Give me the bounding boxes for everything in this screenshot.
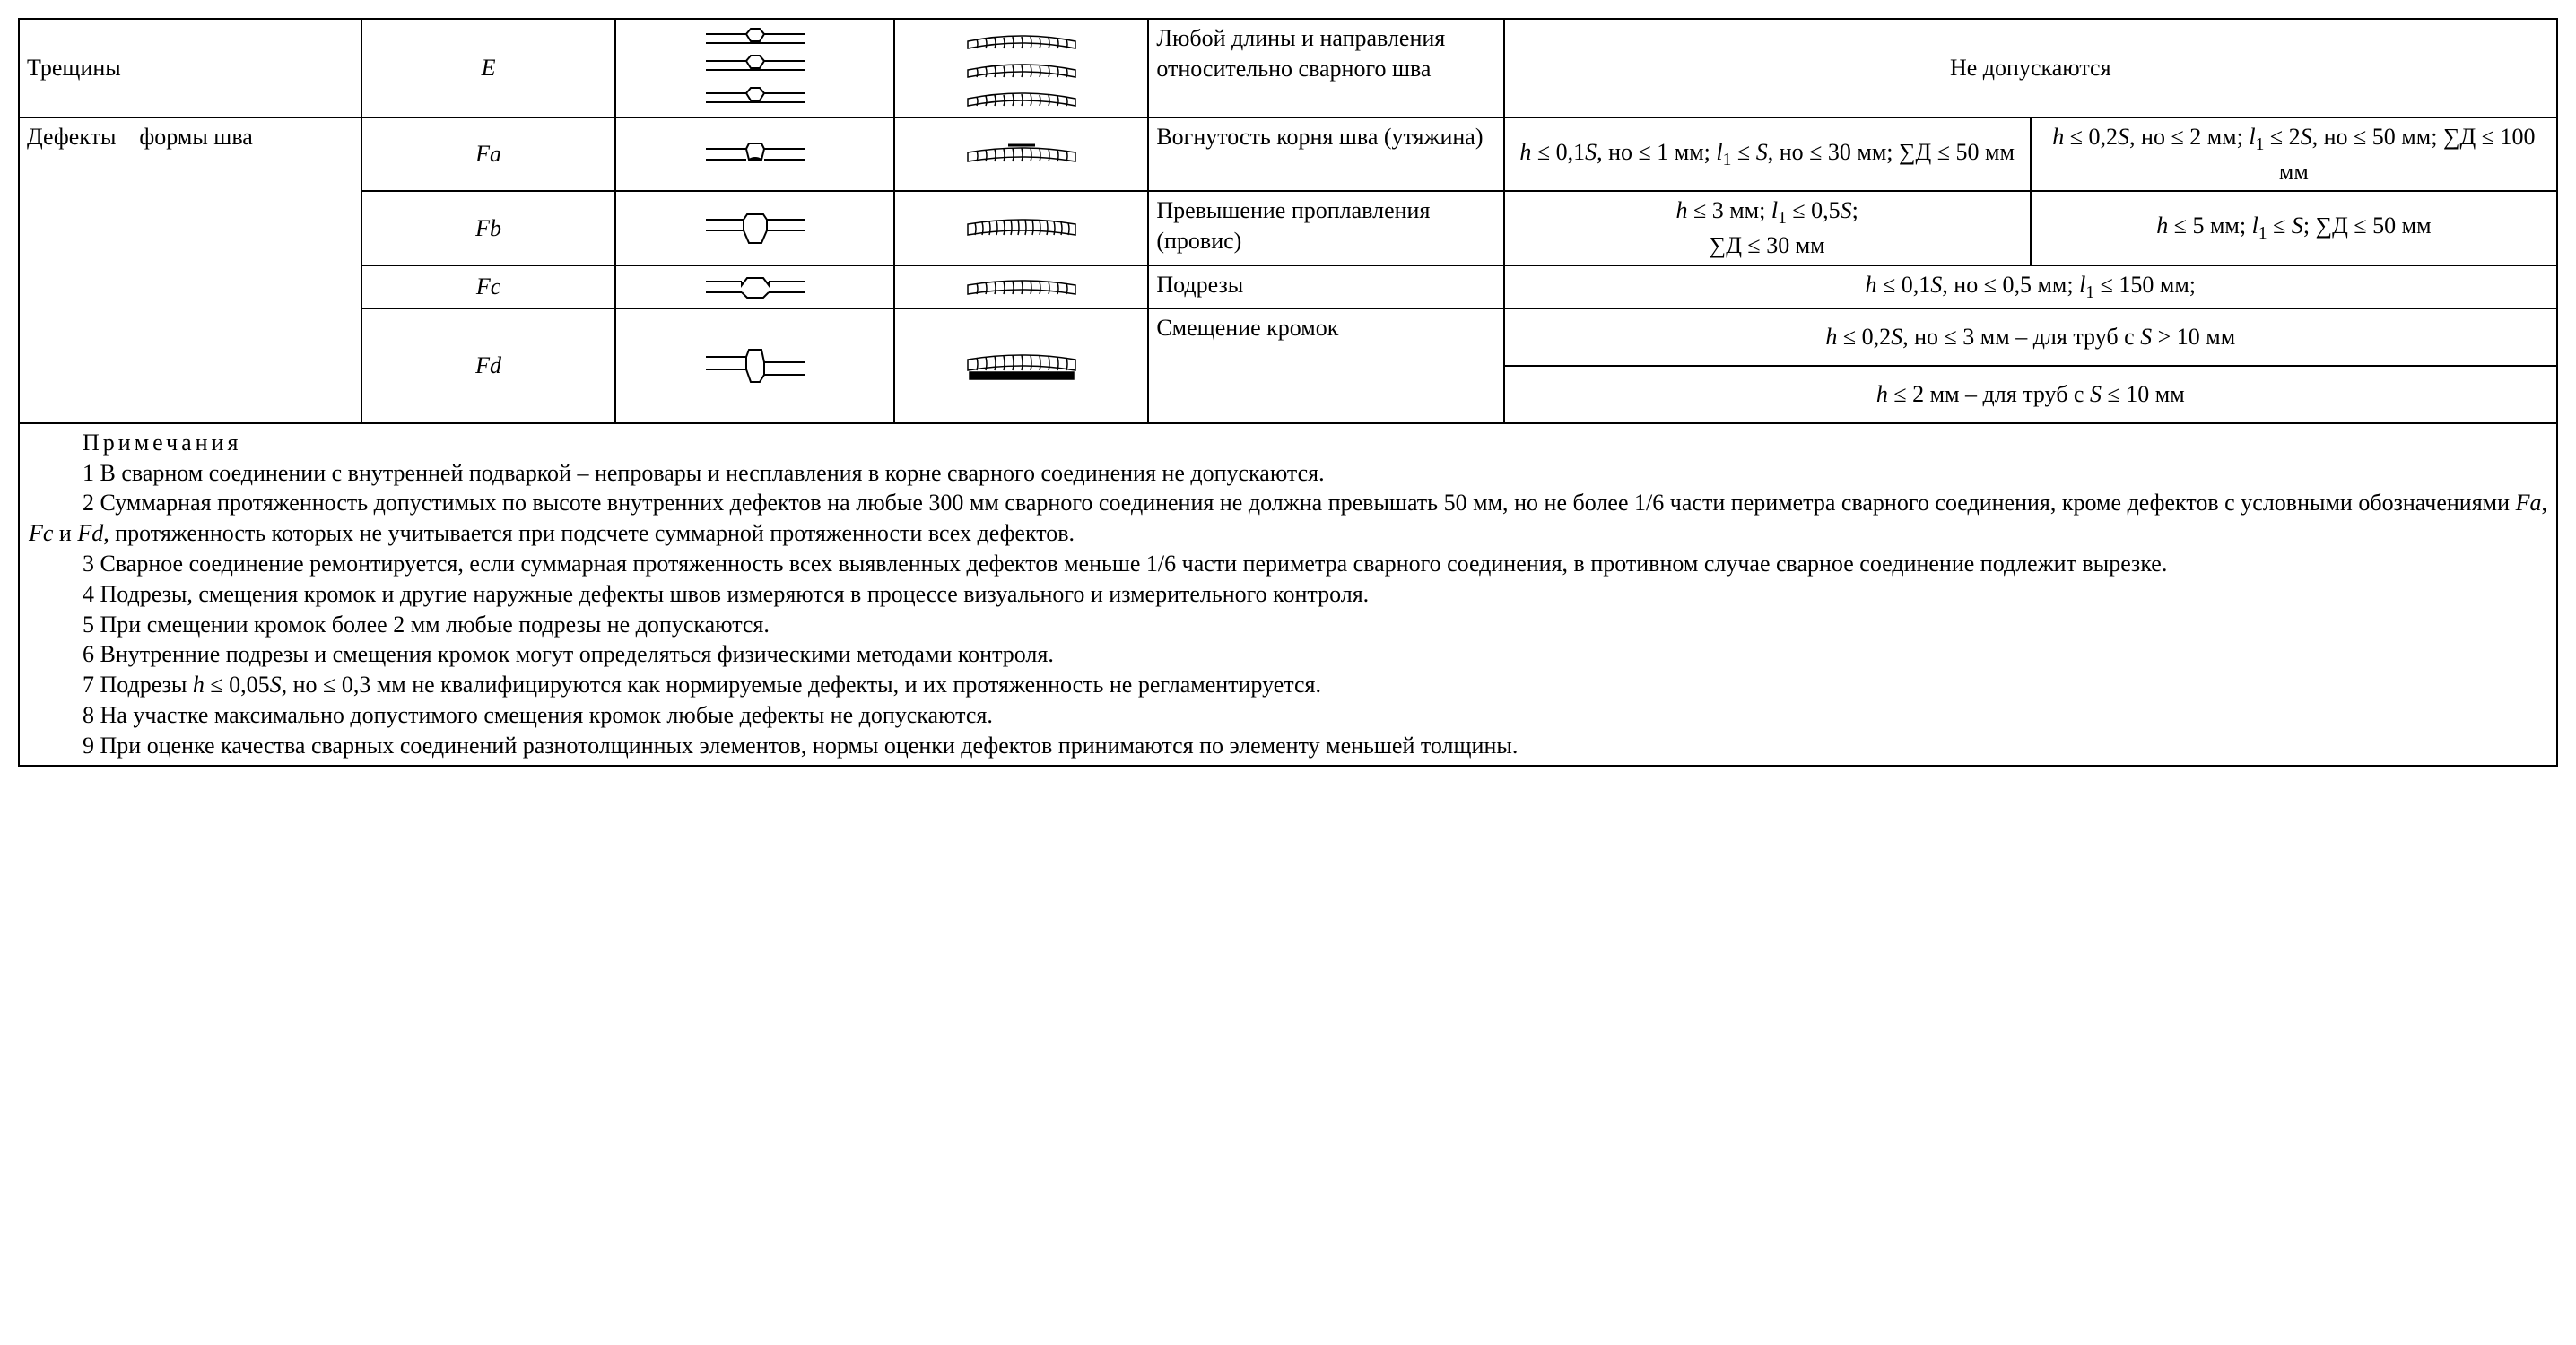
limit2-Fb: h ≤ 5 мм; l1 ≤ S; ∑Д ≤ 50 мм (2031, 191, 2557, 265)
desc-Fb: Превышение проплавления (провис) (1148, 191, 1503, 265)
limit-E: Не допускаются (1504, 19, 2557, 117)
defect-name-F: Дефекты формы шва (19, 117, 361, 423)
code-Fd: Fd (361, 308, 615, 423)
row-Fd-1: Fd Смещение кромок h ≤ 0,2S, но ≤ 3 мм –… (19, 308, 2557, 366)
note-3: 3 Сварное соединение ремонтируется, если… (29, 549, 2547, 579)
note-2: 2 Суммарная протяженность допустимых по … (29, 488, 2547, 549)
limit2-Fa: h ≤ 0,2S, но ≤ 2 мм; l1 ≤ 2S, но ≤ 50 мм… (2031, 117, 2557, 191)
row-Fa: Дефекты формы шва Fa Вогнутость корня шв… (19, 117, 2557, 191)
notes-title: Примечания (83, 430, 241, 456)
sketch1-Fb (615, 191, 894, 265)
desc-Fc: Подрезы (1148, 265, 1503, 309)
limit2-Fd: h ≤ 2 мм – для труб с S ≤ 10 мм (1504, 366, 2557, 423)
desc-Fa: Вогнутость корня шва (утяжина) (1148, 117, 1503, 191)
notes-cell: Примечания 1 В сварном соединении с внут… (19, 423, 2557, 766)
note-6: 6 Внутренние подрезы и смещения кромок м… (29, 639, 2547, 670)
sketch1-Fd (615, 308, 894, 423)
desc-E: Любой длины и направления относительно с… (1148, 19, 1503, 117)
sketch2-Fc (894, 265, 1148, 309)
defects-table: Трещины E (18, 18, 2558, 767)
note-1: 1 В сварном соединении с внутренней подв… (29, 458, 2547, 489)
desc-Fd: Смещение кромок (1148, 308, 1503, 423)
note-9: 9 При оценке качества сварных соединений… (29, 731, 2547, 761)
row-Fb: Fb Превышение проплавления (провис) h ≤ … (19, 191, 2557, 265)
code-Fc: Fc (361, 265, 615, 309)
note-5: 5 При смещении кромок более 2 мм любые п… (29, 610, 2547, 640)
sketch2-E (894, 19, 1148, 117)
sketch1-Fc (615, 265, 894, 309)
code-Fa: Fa (361, 117, 615, 191)
note-7: 7 Подрезы h ≤ 0,05S, но ≤ 0,3 мм не квал… (29, 670, 2547, 700)
row-E: Трещины E (19, 19, 2557, 117)
limit1-Fa: h ≤ 0,1S, но ≤ 1 мм; l1 ≤ S, но ≤ 30 мм;… (1504, 117, 2031, 191)
note-8: 8 На участке максимально допустимого сме… (29, 700, 2547, 731)
limit1-Fd: h ≤ 0,2S, но ≤ 3 мм – для труб с S > 10 … (1504, 308, 2557, 366)
sketch2-Fa (894, 117, 1148, 191)
code-Fb: Fb (361, 191, 615, 265)
sketch2-Fb (894, 191, 1148, 265)
sketch2-Fd (894, 308, 1148, 423)
defect-name-E: Трещины (19, 19, 361, 117)
limit1-Fb: h ≤ 3 мм; l1 ≤ 0,5S;∑Д ≤ 30 мм (1504, 191, 2031, 265)
code-E: E (361, 19, 615, 117)
sketch1-Fa (615, 117, 894, 191)
sketch1-E (615, 19, 894, 117)
notes-row: Примечания 1 В сварном соединении с внут… (19, 423, 2557, 766)
note-4: 4 Подрезы, смещения кромок и другие нару… (29, 579, 2547, 610)
limit-Fc: h ≤ 0,1S, но ≤ 0,5 мм; l1 ≤ 150 мм; (1504, 265, 2557, 309)
row-Fc: Fc Подрезы h ≤ 0,1S, но ≤ 0,5 мм; l1 ≤ 1… (19, 265, 2557, 309)
